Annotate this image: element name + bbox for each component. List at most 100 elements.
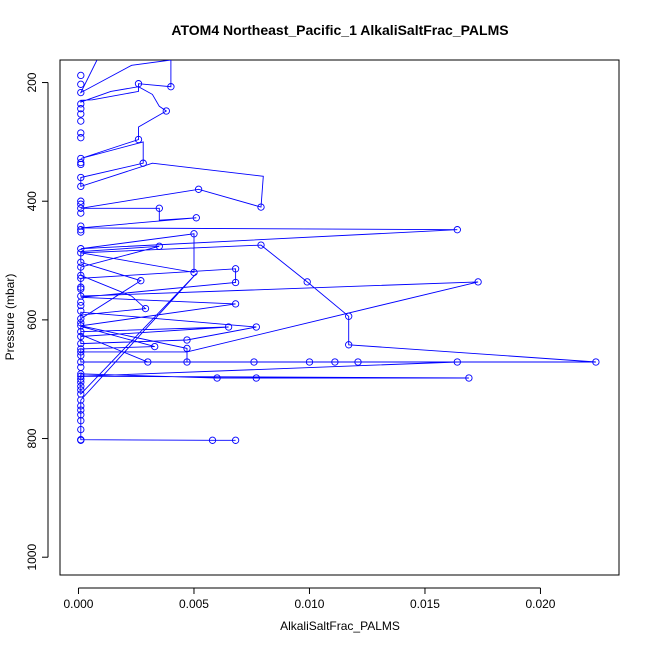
data-point [77, 436, 85, 444]
x-tick-label: 0.010 [294, 597, 324, 611]
data-point [231, 436, 240, 444]
data-point [162, 107, 170, 115]
data-point [77, 322, 85, 330]
x-axis-label: AlkaliSaltFrac_PALMS [280, 619, 400, 633]
data-point [77, 263, 85, 271]
data-point [77, 271, 85, 280]
y-tick-label: 800 [25, 428, 39, 448]
data-point [183, 336, 191, 344]
plot-frame [59, 59, 620, 576]
data-point [474, 278, 482, 286]
data-point [231, 278, 240, 287]
data-point [77, 425, 85, 434]
data-point [231, 300, 240, 308]
data-point [77, 378, 85, 386]
data-point [77, 228, 85, 236]
data-point [77, 173, 85, 182]
x-tick-label: 0.005 [179, 597, 209, 611]
data-point [77, 226, 85, 234]
data-point [167, 83, 175, 91]
data-point [77, 110, 85, 118]
y-tick-label: 400 [25, 191, 39, 211]
data-point [77, 88, 85, 97]
data-point [77, 298, 85, 306]
data-point [303, 278, 311, 286]
y-axis: 200 400 600 800 1000 [25, 72, 49, 571]
series-line [79, 60, 596, 441]
y-tick-label: 1000 [25, 544, 39, 571]
data-point [77, 117, 85, 125]
data-point [305, 358, 314, 366]
y-axis-label: Pressure (mbar) [3, 274, 17, 361]
data-point [252, 374, 260, 382]
x-tick-label: 0.015 [410, 597, 440, 611]
data-point [194, 185, 203, 193]
data-point [465, 374, 473, 382]
data-point [231, 265, 240, 273]
data-point [77, 315, 85, 323]
data-point [77, 328, 85, 336]
data-point [77, 182, 85, 191]
data-point [77, 348, 85, 356]
data-point [190, 230, 198, 238]
data-point [592, 358, 600, 366]
data-point [144, 358, 152, 366]
chart-title: ATOM4 Northeast_Pacific_1 AlkaliSaltFrac… [171, 22, 508, 38]
data-point [77, 258, 85, 266]
y-tick-label: 200 [25, 72, 39, 92]
data-point [453, 358, 461, 366]
data-point [77, 71, 85, 80]
data-point [134, 80, 143, 88]
data-point [77, 134, 85, 142]
data-point [224, 323, 233, 331]
data-point [77, 249, 85, 257]
data-point [77, 358, 85, 366]
data-point [77, 200, 85, 208]
data-point [155, 204, 163, 212]
data-point [354, 358, 362, 366]
data-point [213, 374, 221, 382]
data-point [77, 386, 85, 394]
data-point [77, 283, 85, 291]
data-point [77, 100, 85, 108]
data-point [77, 402, 85, 410]
data-point [208, 436, 217, 444]
data-point [77, 274, 85, 282]
data-point [77, 396, 85, 404]
data-point [192, 214, 200, 222]
data-point [77, 197, 85, 205]
data-point [77, 417, 85, 425]
plot-area [77, 60, 600, 444]
data-point [257, 203, 265, 211]
data-point [134, 135, 143, 144]
data-point [77, 160, 85, 169]
data-point [77, 411, 85, 419]
data-point [139, 159, 147, 167]
data-point [453, 226, 461, 234]
data-point [151, 342, 159, 351]
data-point [77, 375, 85, 383]
data-point [331, 358, 339, 366]
data-point [77, 245, 85, 253]
data-point [77, 154, 85, 163]
data-point [77, 204, 85, 212]
data-point [77, 209, 85, 217]
data-point [77, 301, 85, 310]
data-point [250, 358, 258, 366]
x-tick-label: 0.000 [63, 597, 93, 611]
data-point [77, 339, 85, 348]
data-point [77, 319, 85, 327]
data-point [141, 304, 150, 313]
data-point [345, 341, 353, 349]
data-point [183, 358, 191, 366]
data-point [345, 312, 353, 320]
data-point [77, 158, 85, 167]
data-point [190, 268, 198, 277]
data-point [77, 382, 85, 390]
data-point [77, 307, 85, 315]
x-tick-label: 0.020 [525, 597, 555, 611]
data-point [77, 285, 85, 293]
x-axis: 0.000 0.005 0.010 0.015 0.020 [63, 587, 556, 611]
data-point [137, 277, 145, 285]
